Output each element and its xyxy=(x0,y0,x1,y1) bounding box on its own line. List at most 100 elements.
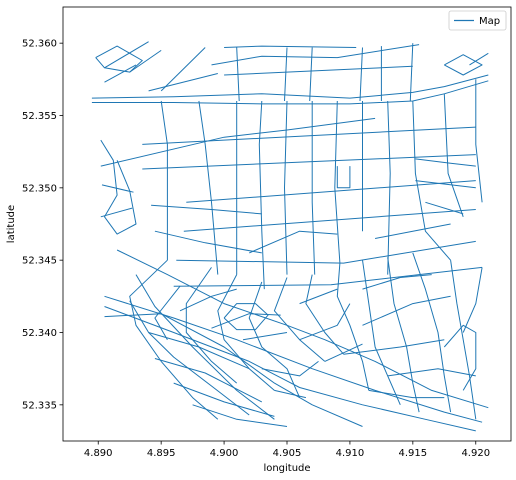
street-segment xyxy=(334,100,341,264)
street-segment xyxy=(415,180,476,189)
y-tick-label: 52.350 xyxy=(22,183,57,194)
street-segment xyxy=(129,300,250,416)
street-segment xyxy=(160,100,168,261)
street-segment xyxy=(129,49,162,73)
y-tick-label: 52.340 xyxy=(22,328,57,339)
x-tick-label: 4.890 xyxy=(84,448,113,459)
street-segment xyxy=(179,288,237,312)
street-segment xyxy=(224,45,357,48)
y-tick-label: 52.360 xyxy=(22,39,57,50)
x-tick-label: 4.920 xyxy=(461,448,490,459)
street-segment xyxy=(273,277,326,362)
street-segment xyxy=(249,230,338,254)
street-segment xyxy=(311,101,316,275)
street-segment xyxy=(186,180,476,203)
x-tick-label: 4.900 xyxy=(210,448,239,459)
street-segment xyxy=(142,154,476,170)
street-segment xyxy=(415,158,476,167)
street-segment xyxy=(148,73,218,92)
street-segment xyxy=(336,263,370,391)
street-segment xyxy=(142,126,476,145)
legend-box xyxy=(448,10,507,31)
street-segment xyxy=(248,281,301,398)
x-axis-label: longitude xyxy=(263,463,310,474)
y-tick-label: 52.345 xyxy=(22,256,57,267)
street-segment xyxy=(173,266,483,287)
street-segment xyxy=(324,343,363,362)
street-segment xyxy=(135,274,275,420)
street-segment xyxy=(173,382,275,417)
street-segment xyxy=(284,47,288,102)
street-segment xyxy=(443,324,477,391)
street-segment xyxy=(309,47,313,102)
street-segment xyxy=(362,295,451,326)
street-segment xyxy=(104,64,137,83)
street-segment xyxy=(100,117,376,167)
y-tick-label: 52.355 xyxy=(22,111,57,122)
street-segment xyxy=(242,332,288,341)
street-segment xyxy=(129,259,219,420)
x-axis-ticks: 4.890 4.895 4.900 4.905 4.910 4.915 4.920 xyxy=(84,441,490,459)
street-segment xyxy=(116,249,489,409)
street-segment xyxy=(412,252,452,413)
street-segment xyxy=(261,361,319,377)
map-lines xyxy=(91,41,489,432)
street-segment xyxy=(450,260,477,420)
street-segment xyxy=(475,79,483,203)
y-axis-label: latitude xyxy=(6,205,17,243)
street-segment xyxy=(148,332,250,370)
street-segment xyxy=(154,285,181,340)
street-segment xyxy=(104,306,476,432)
street-segment xyxy=(100,207,133,218)
street-segment xyxy=(375,223,451,239)
street-segment xyxy=(425,201,464,215)
street-segment xyxy=(343,339,445,355)
street-segment xyxy=(305,274,344,355)
x-tick-label: 4.915 xyxy=(399,448,428,459)
legend: Map xyxy=(448,10,507,31)
street-segment xyxy=(299,303,351,341)
street-segment xyxy=(176,240,476,264)
street-segment xyxy=(274,389,307,399)
street-segment xyxy=(211,313,281,329)
street-segment xyxy=(409,43,414,102)
street-segment xyxy=(198,100,219,275)
y-axis-ticks: 52.335 52.340 52.345 52.350 52.355 52.360 xyxy=(22,39,63,411)
street-segment xyxy=(217,274,275,391)
street-segment xyxy=(387,257,420,413)
street-segment xyxy=(336,166,351,189)
street-segment xyxy=(211,44,420,66)
x-tick-label: 4.905 xyxy=(273,448,302,459)
street-segment xyxy=(104,41,149,69)
street-segment xyxy=(154,358,263,403)
street-segment xyxy=(154,230,262,254)
street-segment xyxy=(95,45,143,73)
street-segment xyxy=(185,267,238,384)
street-segment xyxy=(183,209,476,232)
street-segment xyxy=(151,204,262,215)
street-segment xyxy=(362,274,432,290)
street-segment xyxy=(160,47,206,92)
street-segment xyxy=(368,389,445,399)
street-segment xyxy=(359,47,363,102)
legend-label: Map xyxy=(479,16,500,27)
y-tick-label: 52.335 xyxy=(22,400,57,411)
street-segment xyxy=(443,93,464,217)
street-segment xyxy=(236,47,240,102)
x-tick-label: 4.910 xyxy=(336,448,365,459)
street-segment xyxy=(469,52,489,66)
street-segment xyxy=(444,54,483,76)
street-segment xyxy=(104,295,483,423)
street-segment xyxy=(91,74,489,99)
street-segment xyxy=(284,100,288,275)
street-segment xyxy=(104,313,363,427)
street-segment xyxy=(387,368,476,377)
street-segment xyxy=(412,100,451,261)
street-segment xyxy=(362,260,401,405)
street-segment xyxy=(192,404,288,427)
street-segment xyxy=(258,100,265,290)
street-segment xyxy=(100,139,137,235)
street-segment xyxy=(462,267,483,333)
street-segment xyxy=(387,100,391,275)
